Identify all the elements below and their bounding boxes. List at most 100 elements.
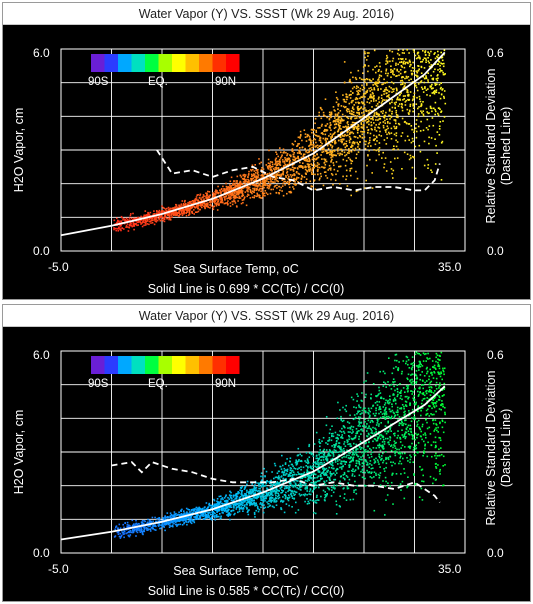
scatter-point xyxy=(339,462,342,465)
scatter-point xyxy=(302,493,305,496)
scatter-point xyxy=(386,81,388,84)
scatter-point xyxy=(370,467,373,470)
scatter-point xyxy=(362,407,365,410)
scatter-point xyxy=(390,87,392,89)
scatter-point xyxy=(308,136,311,138)
scatter-point xyxy=(350,81,353,84)
scatter-point xyxy=(232,184,234,186)
scatter-point xyxy=(352,148,354,151)
scatter-point xyxy=(204,203,206,206)
scatter-point xyxy=(352,108,355,111)
scatter-point xyxy=(353,475,356,477)
scatter-point xyxy=(409,428,411,430)
scatter-point xyxy=(434,113,436,116)
scatter-point xyxy=(433,107,435,110)
scatter-point xyxy=(408,410,410,412)
scatter-point xyxy=(416,425,418,427)
scatter-point xyxy=(284,497,287,500)
scatter-point xyxy=(388,114,390,117)
scatter-point xyxy=(253,170,256,172)
scatter-point xyxy=(343,138,345,140)
scatter-point xyxy=(228,498,231,500)
scatter-point xyxy=(411,137,414,140)
scatter-point xyxy=(256,504,258,506)
scatter-point xyxy=(297,172,300,175)
scatter-point xyxy=(294,491,297,493)
scatter-point xyxy=(378,150,380,153)
scatter-point xyxy=(356,98,358,100)
scatter-point xyxy=(255,178,258,180)
scatter-point xyxy=(193,199,195,202)
scatter-point xyxy=(168,208,171,211)
scatter-point xyxy=(167,523,170,526)
scatter-point xyxy=(238,184,240,186)
scatter-point xyxy=(413,51,415,53)
scatter-point xyxy=(292,154,295,156)
scatter-point xyxy=(397,368,400,370)
scatter-point xyxy=(237,191,239,194)
scatter-point xyxy=(240,487,243,490)
scatter-point xyxy=(329,122,332,124)
scatter-point xyxy=(153,223,156,226)
scatter-point xyxy=(413,361,415,364)
scatter-point xyxy=(349,168,352,170)
scatter-point xyxy=(254,164,256,166)
scatter-point xyxy=(408,109,411,112)
scatter-point xyxy=(206,515,209,518)
scatter-point xyxy=(311,452,314,455)
scatter-point xyxy=(382,116,385,118)
scatter-point xyxy=(356,413,358,415)
scatter-point xyxy=(130,224,133,227)
scatter-point xyxy=(392,169,395,172)
scatter-point xyxy=(428,142,430,145)
scatter-point xyxy=(362,114,364,117)
scatter-point xyxy=(361,409,364,412)
scatter-point xyxy=(246,503,248,506)
scatter-point xyxy=(408,446,411,449)
scatter-point xyxy=(428,415,431,417)
scatter-point xyxy=(130,213,132,215)
scatter-point xyxy=(398,103,401,105)
scatter-point xyxy=(401,58,403,61)
scatter-point xyxy=(386,92,388,94)
scatter-point xyxy=(355,416,357,419)
scatter-point xyxy=(432,91,435,94)
scatter-point xyxy=(300,454,303,457)
scatter-point xyxy=(169,512,172,514)
scatter-point xyxy=(373,509,376,512)
scatter-point xyxy=(419,81,422,84)
scatter-point xyxy=(430,59,432,61)
scatter-point xyxy=(375,424,378,426)
scatter-point xyxy=(365,451,368,453)
scatter-point xyxy=(398,462,400,465)
scatter-point xyxy=(386,133,388,136)
scatter-point xyxy=(242,507,245,509)
scatter-point xyxy=(321,440,323,442)
scatter-point xyxy=(407,430,410,432)
scatter-point xyxy=(391,60,394,62)
scatter-point xyxy=(339,430,341,432)
scatter-point xyxy=(387,72,389,75)
scatter-point xyxy=(420,110,422,112)
scatter-point xyxy=(443,49,446,52)
scatter-point xyxy=(365,179,367,182)
scatter-point xyxy=(305,150,307,153)
scatter-point xyxy=(318,463,320,465)
scatter-point xyxy=(368,456,371,459)
scatter-point xyxy=(281,169,283,171)
scatter-point xyxy=(278,482,281,484)
scatter-point xyxy=(235,185,238,188)
scatter-point xyxy=(147,213,149,216)
scatter-point xyxy=(297,136,300,139)
scatter-point xyxy=(355,428,358,430)
scatter-point xyxy=(352,141,355,143)
scatter-point xyxy=(328,476,331,479)
scatter-point xyxy=(291,161,294,164)
scatter-point xyxy=(288,482,291,484)
scatter-point xyxy=(372,383,375,385)
scatter-point xyxy=(298,485,301,488)
scatter-point xyxy=(286,498,289,501)
scatter-point xyxy=(172,520,174,522)
scatter-point xyxy=(343,135,345,137)
scatter-point xyxy=(432,477,435,480)
